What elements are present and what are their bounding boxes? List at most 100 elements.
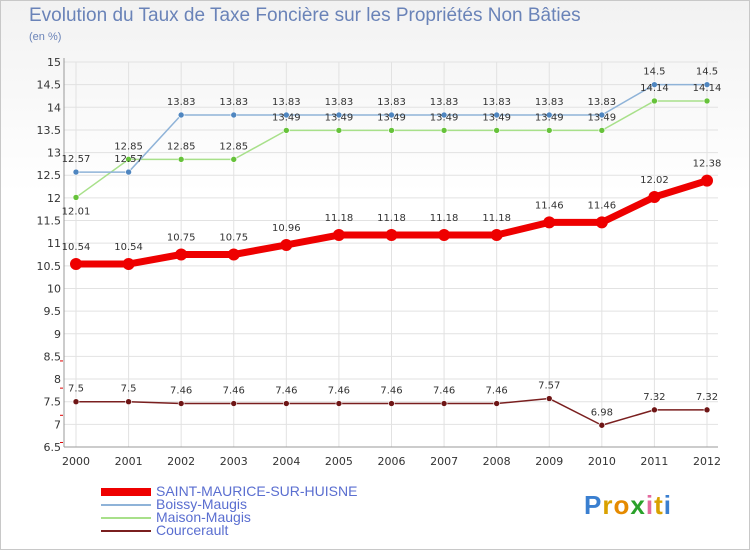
x-tick-label: 2004 <box>272 455 300 468</box>
data-point-boissy-maugis <box>388 111 395 119</box>
legend-swatch <box>101 503 151 506</box>
x-tick-label: 2009 <box>535 455 563 468</box>
data-point-boissy-maugis <box>72 168 80 176</box>
data-label-saint-maurice-sur-huisne: 11.46 <box>535 200 564 211</box>
data-point-boissy-maugis <box>230 111 238 119</box>
data-label-maison-maugis: 12.85 <box>114 141 143 152</box>
data-label-boissy-maugis: 12.57 <box>62 154 91 165</box>
data-point-courcerault <box>72 398 80 406</box>
data-point-boissy-maugis <box>177 111 185 119</box>
unit-label: (en %) <box>29 31 62 43</box>
y-tick-label: 13.5 <box>37 124 62 137</box>
logo-letter: i <box>663 490 672 520</box>
data-label-saint-maurice-sur-huisne: 10.54 <box>114 242 143 253</box>
data-label-boissy-maugis: 13.83 <box>482 97 511 108</box>
series-group <box>70 81 713 429</box>
data-point-boissy-maugis <box>493 111 500 119</box>
data-label-maison-maugis: 13.49 <box>325 112 354 123</box>
data-label-courcerault: 7.46 <box>275 386 297 397</box>
y-tick-label: 14.5 <box>37 79 62 92</box>
y-tick-label: 14 <box>47 101 61 114</box>
data-point-maison-maugis <box>440 127 448 134</box>
data-point-maison-maugis <box>493 127 500 134</box>
data-point-courcerault <box>440 400 448 407</box>
data-point-saint-maurice-sur-huisne <box>280 238 293 251</box>
y-tick-label: 9 <box>54 328 61 341</box>
legend-label: Courcerault <box>156 522 229 538</box>
data-label-maison-maugis: 12.85 <box>167 141 196 152</box>
data-label-courcerault: 7.46 <box>223 386 245 397</box>
y-tick-label: 7 <box>54 418 61 431</box>
proxiti-logo: Proxiti <box>584 490 672 521</box>
legend-label: Boissy-Maugis <box>156 496 248 512</box>
data-point-maison-maugis <box>230 156 238 163</box>
legend-label: SAINT-MAURICE-SUR-HUISNE <box>156 483 358 499</box>
x-tick-label: 2012 <box>693 455 721 468</box>
x-tick-label: 2010 <box>588 455 616 468</box>
y-tick-labels: 6.5 7 7.5 8 8.5 9 9.5 10 10.5 11 11.5 12 12.5 13 13.5 1… <box>37 56 62 454</box>
data-label-courcerault: 7.32 <box>696 392 718 403</box>
x-tick-labels: 2000 2001 2002 2003 2004 2005 2006 2007 2008 2009… <box>62 455 721 468</box>
data-point-maison-maugis <box>703 97 711 105</box>
data-label-boissy-maugis: 12.57 <box>114 154 143 165</box>
data-label-saint-maurice-sur-huisne: 10.75 <box>167 233 196 244</box>
data-point-boissy-maugis <box>125 168 132 176</box>
legend-swatch <box>101 487 151 496</box>
legend-swatch <box>101 529 151 532</box>
logo-letter: r <box>602 490 614 520</box>
y-tick-label: 6.5 <box>44 441 62 454</box>
data-label-saint-maurice-sur-huisne: 12.38 <box>693 159 722 170</box>
data-label-courcerault: 7.5 <box>121 384 137 395</box>
x-tick-label: 2011 <box>640 455 668 468</box>
x-tick-label: 2006 <box>378 455 406 468</box>
data-point-maison-maugis <box>335 127 343 134</box>
data-label-maison-maugis: 13.49 <box>377 112 406 123</box>
data-label-maison-maugis: 14.14 <box>693 83 722 94</box>
data-point-boissy-maugis <box>651 81 658 88</box>
grid-lines <box>64 61 718 448</box>
data-label-courcerault: 7.46 <box>486 386 508 397</box>
data-label-saint-maurice-sur-huisne: 11.18 <box>482 213 511 224</box>
data-label-boissy-maugis: 13.83 <box>219 97 248 108</box>
data-point-courcerault <box>703 406 711 414</box>
data-point-maison-maugis <box>388 127 395 134</box>
data-point-boissy-maugis <box>545 111 553 119</box>
data-point-maison-maugis <box>545 127 553 134</box>
data-point-courcerault <box>598 421 606 429</box>
y-tick-label: 9.5 <box>44 305 62 318</box>
data-label-saint-maurice-sur-huisne: 10.96 <box>272 223 301 234</box>
logo-letter: o <box>613 490 631 520</box>
data-point-saint-maurice-sur-huisne <box>227 248 240 261</box>
data-point-saint-maurice-sur-huisne <box>70 258 82 271</box>
data-label-maison-maugis: 12.01 <box>62 206 91 217</box>
data-label-saint-maurice-sur-huisne: 11.46 <box>588 200 617 211</box>
y-tick-label: 12.5 <box>37 169 62 182</box>
data-point-boissy-maugis <box>598 111 606 119</box>
logo-letter: i <box>645 490 655 520</box>
x-tick-label: 2007 <box>430 455 458 468</box>
x-tick-label: 2008 <box>483 455 511 468</box>
data-point-boissy-maugis <box>703 81 711 88</box>
data-point-courcerault <box>545 395 553 402</box>
data-label-courcerault: 7.57 <box>538 381 560 392</box>
data-label-boissy-maugis: 14.5 <box>696 67 718 78</box>
data-label-maison-maugis: 14.14 <box>640 83 669 94</box>
y-tick-label: 10.5 <box>37 260 62 273</box>
x-tick-label: 2003 <box>220 455 248 468</box>
data-label-maison-maugis: 12.85 <box>219 141 248 152</box>
data-label-boissy-maugis: 14.5 <box>643 67 665 78</box>
data-point-maison-maugis <box>72 194 80 201</box>
y-tick-label: 8.5 <box>44 350 62 363</box>
data-point-saint-maurice-sur-huisne <box>385 229 398 242</box>
data-point-saint-maurice-sur-huisne <box>701 174 713 187</box>
legend-label: Maison-Maugis <box>156 509 251 525</box>
data-point-maison-maugis <box>283 127 290 134</box>
data-label-saint-maurice-sur-huisne: 11.18 <box>430 213 459 224</box>
data-label-courcerault: 7.46 <box>433 386 455 397</box>
data-label-saint-maurice-sur-huisne: 10.75 <box>219 233 248 244</box>
data-point-courcerault <box>125 398 132 406</box>
data-label-saint-maurice-sur-huisne: 12.02 <box>640 175 669 186</box>
data-label-courcerault: 7.46 <box>380 386 402 397</box>
data-point-maison-maugis <box>651 97 658 105</box>
